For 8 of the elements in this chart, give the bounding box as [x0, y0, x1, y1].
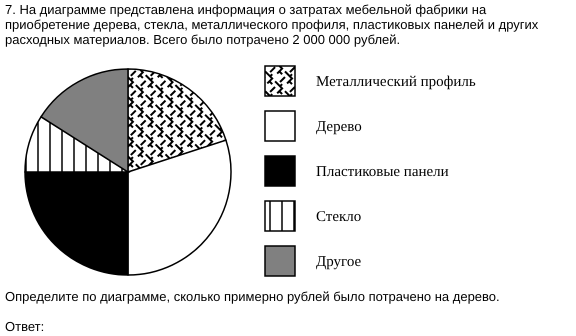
legend-label: Металлический профиль	[316, 74, 476, 90]
text: Определите по диаграмме, сколько примерно рублей было потрачено на дерево.	[5, 289, 500, 304]
legend-label: Стекло	[316, 209, 362, 225]
legend-label: Пластиковые панели	[316, 164, 449, 180]
chart-title: 7. На диаграмме представлена информация о затратах мебельной фабрики на приобретение дерева, стекла, металлического профиля, пластиковых панелей и других расходных материалов. Всего было потрачено 2 000 000 рублей.	[5, 2, 540, 47]
legend-label: Другое	[316, 254, 362, 270]
text: Ответ:	[5, 319, 44, 334]
legend-label: Дерево	[316, 119, 362, 135]
